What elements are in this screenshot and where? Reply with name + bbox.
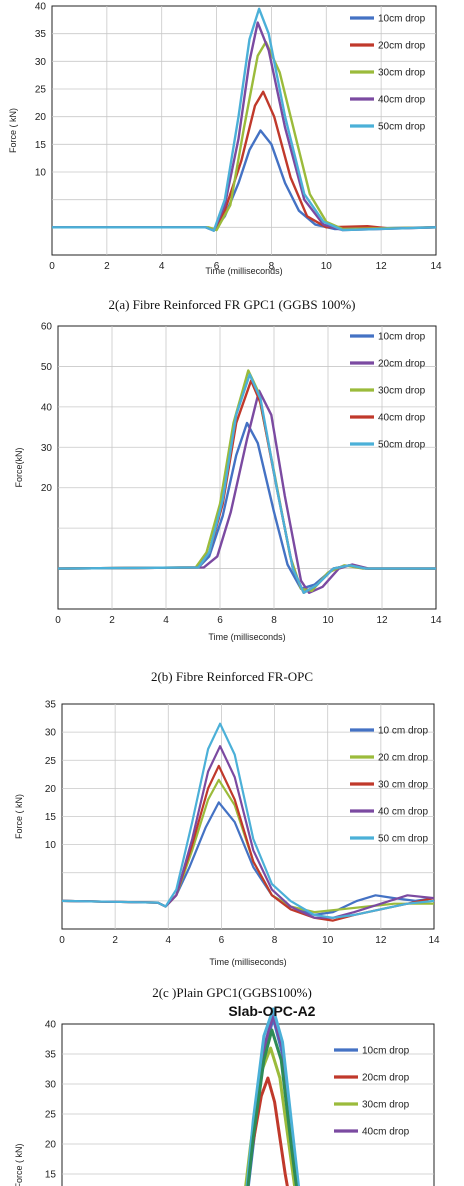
y-tick-label: 10 [35, 168, 47, 179]
chart-c: 0 2 4 6 8 10 12 14 10 15 20 25 30 35 Time (millisecond… [14, 700, 440, 968]
legend-label-2: 30cm drop [378, 386, 426, 397]
legend-label-0: 10cm drop [378, 332, 426, 343]
x-axis-label: Time (milliseconds) [208, 632, 285, 642]
y-tick-label: 35 [45, 700, 57, 711]
series-line-4 [52, 7, 437, 232]
x-tick-label: 0 [55, 615, 61, 626]
y-tick-label: 15 [45, 812, 57, 823]
legend-label-3: 40cm drop [378, 413, 426, 424]
series-line-4 [57, 373, 436, 594]
caption-b: 2(b) Fibre Reinforced FR-OPC [150, 669, 314, 684]
legend-label-1: 20cm drop [378, 41, 426, 52]
x-axis-label: Time (milliseconds) [209, 957, 286, 967]
chart-panel-d: 15 20 25 30 35 40 Force ( kN) Slab-OPC-A2 10cm d… [0, 1006, 464, 1186]
y-tick-label: 30 [45, 728, 57, 739]
y-tick-label: 50 [41, 362, 53, 373]
y-tick-label: 30 [45, 1080, 57, 1091]
legend-label-1: 20cm drop [362, 1073, 410, 1084]
legend-label-0: 10 cm drop [378, 726, 428, 737]
x-tick-label: 6 [214, 261, 220, 272]
y-tick-label: 30 [41, 443, 53, 454]
y-axis-label: Force ( kN) [8, 108, 18, 153]
x-tick-label: 2 [109, 615, 115, 626]
legend-label-3: 40cm drop [362, 1127, 410, 1138]
x-tick-label: 4 [163, 615, 169, 626]
y-tick-label: 40 [35, 2, 47, 13]
x-tick-label: 6 [219, 935, 225, 946]
x-tick-label: 4 [159, 261, 165, 272]
x-tick-label: 2 [104, 261, 110, 272]
y-tick-label: 25 [35, 85, 47, 96]
x-tick-label: 8 [269, 261, 275, 272]
legend-label-1: 20 cm drop [378, 753, 428, 764]
y-tick-label: 15 [45, 1170, 57, 1181]
x-tick-label: 14 [428, 935, 440, 946]
y-axis-label: Force ( kN) [14, 1143, 24, 1186]
chart-panel-a: 0 2 4 6 8 10 12 14 10 15 20 25 30 35 40 Time (milliseco… [0, 0, 464, 320]
x-tick-label: 8 [272, 935, 278, 946]
y-tick-label: 40 [45, 1020, 57, 1031]
chart-b: 0 2 4 6 8 10 12 14 20 30 40 50 60 Time (milliseconds)… [14, 322, 442, 643]
y-tick-label: 15 [35, 140, 47, 151]
y-tick-label: 25 [45, 1110, 57, 1121]
x-tick-label: 2 [112, 935, 118, 946]
legend-label-3: 40 cm drop [378, 807, 428, 818]
x-tick-label: 12 [375, 935, 387, 946]
chart-panel-b: 0 2 4 6 8 10 12 14 20 30 40 50 60 Time (milliseconds)… [0, 318, 464, 690]
caption-a: 2(a) Fibre Reinforced FR GPC1 (GGBS 100%… [108, 297, 356, 312]
y-tick-label: 10 [45, 840, 57, 851]
x-tick-label: 14 [430, 261, 442, 272]
legend-label-2: 30cm drop [362, 1100, 410, 1111]
x-tick-label: 6 [217, 615, 223, 626]
chart-title: Slab-OPC-A2 [228, 1006, 315, 1019]
x-tick-label: 0 [59, 935, 65, 946]
y-tick-label: 20 [35, 112, 47, 123]
legend-label-3: 40cm drop [378, 95, 426, 106]
legend-label-4: 50 cm drop [378, 834, 428, 845]
x-tick-label: 10 [321, 261, 333, 272]
chart-panel-c: 0 2 4 6 8 10 12 14 10 15 20 25 30 35 Time (millisecond… [0, 690, 464, 1006]
y-tick-label: 35 [35, 29, 47, 40]
chart-d: 15 20 25 30 35 40 Force ( kN) Slab-OPC-A2 10cm d… [14, 1006, 435, 1186]
x-tick-label: 10 [322, 615, 334, 626]
y-tick-label: 40 [41, 402, 53, 413]
x-tick-label: 12 [376, 615, 388, 626]
legend-label-4: 50cm drop [378, 440, 426, 451]
y-tick-label: 35 [45, 1050, 57, 1061]
x-tick-label: 14 [430, 615, 442, 626]
series-line-4 [245, 1007, 301, 1186]
caption-c: 2(c )Plain GPC1(GGBS100%) [152, 985, 312, 1000]
y-tick-label: 25 [45, 756, 57, 767]
y-tick-label: 20 [41, 483, 53, 494]
x-tick-label: 12 [376, 261, 388, 272]
legend-label-1: 20cm drop [378, 359, 426, 370]
x-tick-label: 4 [166, 935, 172, 946]
y-tick-label: 20 [45, 784, 57, 795]
y-tick-label: 60 [41, 322, 53, 333]
x-tick-label: 8 [271, 615, 277, 626]
x-tick-label: 0 [49, 261, 55, 272]
legend-label-0: 10cm drop [378, 14, 426, 25]
legend-label-2: 30 cm drop [378, 780, 428, 791]
series-line-3 [61, 745, 435, 919]
legend-label-4: 50cm drop [378, 122, 426, 133]
x-tick-label: 10 [322, 935, 334, 946]
y-axis-label: Force(kN) [14, 447, 24, 487]
legend-label-0: 10cm drop [362, 1046, 410, 1057]
y-axis-label: Force ( kN) [14, 794, 24, 839]
legend-label-2: 30cm drop [378, 68, 426, 79]
y-tick-label: 20 [45, 1140, 57, 1151]
y-tick-label: 30 [35, 57, 47, 68]
series-line-5 [246, 1028, 298, 1186]
chart-a: 0 2 4 6 8 10 12 14 10 15 20 25 30 35 40 Time (milliseco… [8, 2, 442, 277]
series-line-4 [61, 722, 435, 919]
x-axis-label: Time (milliseconds) [205, 266, 282, 276]
